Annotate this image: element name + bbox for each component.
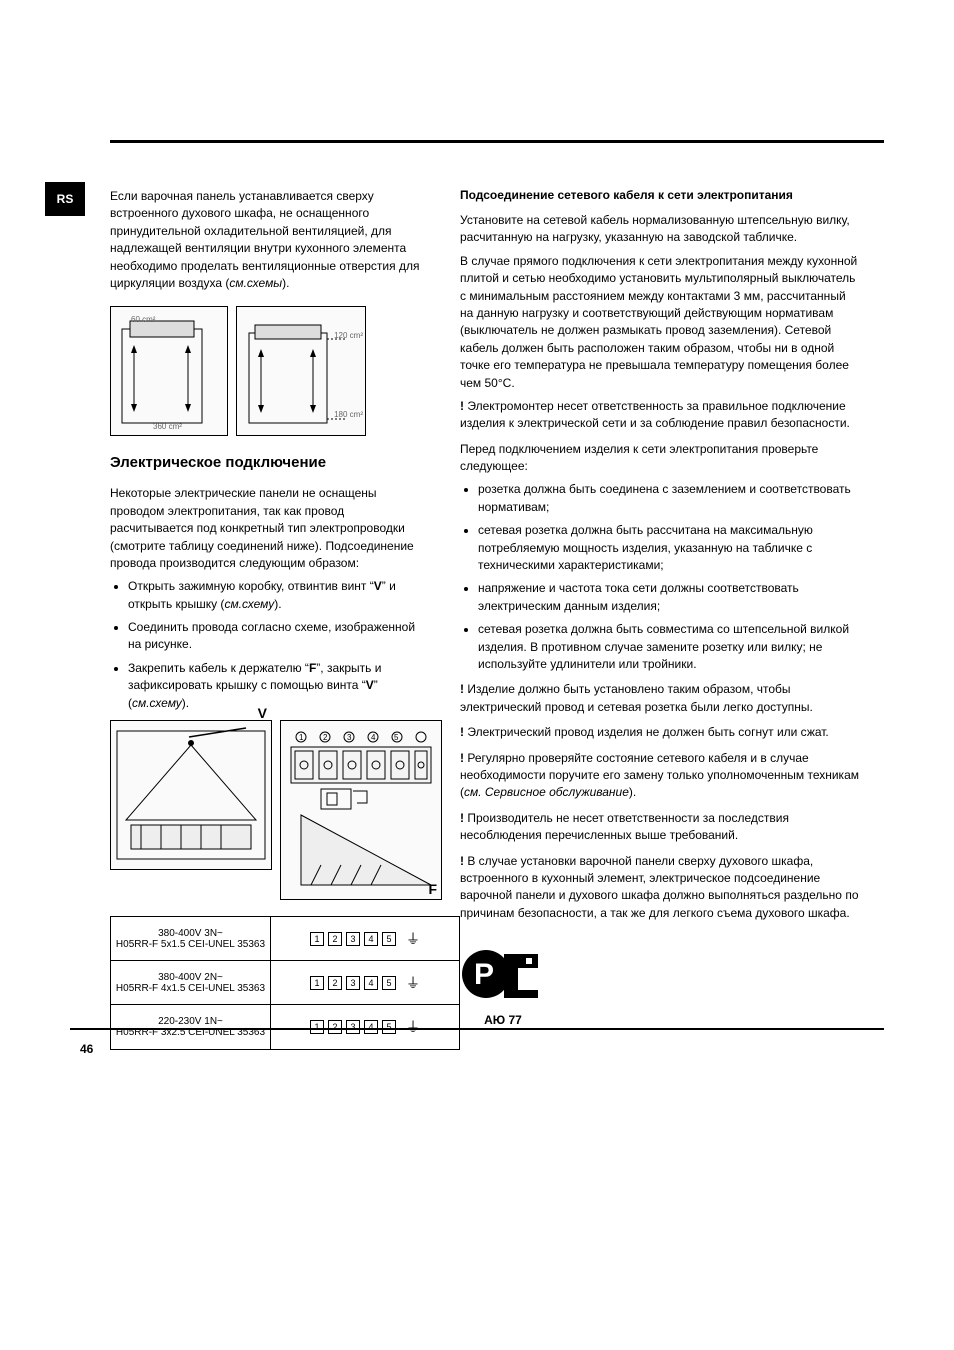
- bottom-rule: [70, 1028, 884, 1030]
- intro-end: ).: [282, 276, 289, 290]
- page-number: 46: [80, 1042, 93, 1056]
- mains-p1: Установите на сетевой кабель нормализова…: [460, 212, 860, 247]
- intro-ref: см.схемы: [229, 276, 282, 290]
- wiring-diagram-1: 12345⏚: [271, 917, 459, 960]
- wiring-diagram-2: 12345⏚: [271, 961, 459, 1004]
- ventilation-fig-2: 120 cm² 180 cm²: [236, 306, 366, 436]
- wiring-row-1: 380-400V 3N~ H05RR-F 5x1.5 CEI-UNEL 3536…: [111, 917, 459, 961]
- top-rule: [110, 140, 884, 143]
- check-3: напряжение и частота тока сети должны со…: [478, 580, 860, 615]
- warning-manufacturer: Производитель не несет ответственности з…: [460, 810, 860, 845]
- fig2-top-dim: 120 cm²: [334, 331, 363, 340]
- step-1: Открыть зажимную коробку, отвинтив винт …: [128, 578, 430, 613]
- mains-p3: Перед подключением изделия к сети электр…: [460, 441, 860, 476]
- wiring-spec-1: 380-400V 3N~ H05RR-F 5x1.5 CEI-UNEL 3536…: [111, 917, 271, 960]
- warning-separate-connection: В случае установки варочной панели сверх…: [460, 853, 860, 923]
- wiring-spec-2: 380-400V 2N~ H05RR-F 4x1.5 CEI-UNEL 3536…: [111, 961, 271, 1004]
- svg-text:4: 4: [371, 733, 376, 742]
- wiring-spec-3: 220-230V 1N~ H05RR-F 3x2.5 CEI-UNEL 3536…: [111, 1005, 271, 1049]
- language-tab: RS: [45, 182, 85, 216]
- fig2-bottom-dim: 180 cm²: [334, 410, 363, 419]
- electrical-steps: Открыть зажимную коробку, отвинтив винт …: [110, 578, 430, 712]
- label-f: F: [428, 881, 437, 897]
- svg-text:1: 1: [299, 733, 304, 742]
- wiring-diagram-3: 12345⏚: [271, 1005, 459, 1049]
- ground-icon: ⏚: [406, 929, 420, 949]
- intro-text: Если варочная панель устанавливается све…: [110, 189, 419, 290]
- ground-icon: ⏚: [406, 973, 420, 993]
- certification-code: АЮ 77: [460, 1013, 546, 1027]
- clamp-fig-f: F 1 2 3 4 5: [280, 720, 442, 900]
- warning-accessible: Изделие должно быть установлено таким об…: [460, 681, 860, 716]
- step-3: Закрепить кабель к держателю “F”, закрыт…: [128, 660, 430, 712]
- wiring-row-2: 380-400V 2N~ H05RR-F 4x1.5 CEI-UNEL 3536…: [111, 961, 459, 1005]
- step-2: Соединить провода согласно схеме, изобра…: [128, 619, 430, 654]
- clamp-svg-v: [111, 725, 271, 865]
- electrical-intro: Некоторые электрические панели не оснаще…: [110, 485, 430, 572]
- page: RS Если варочная панель устанавливается …: [0, 0, 954, 1090]
- intro-paragraph: Если варочная панель устанавливается све…: [110, 188, 430, 292]
- content-columns: Если варочная панель устанавливается све…: [70, 188, 884, 1050]
- ventilation-figures: 60 cm² 360 cm²: [110, 306, 430, 436]
- electrical-heading: Электрическое подключение: [110, 454, 430, 471]
- check-1: розетка должна быть соединена с заземлен…: [478, 481, 860, 516]
- svg-text:5: 5: [394, 733, 399, 742]
- wiring-row-3: 220-230V 1N~ H05RR-F 3x2.5 CEI-UNEL 3536…: [111, 1005, 459, 1049]
- warning-cable-bend: Электрический провод изделия не должен б…: [460, 724, 860, 741]
- ventilation-fig-1: 60 cm² 360 cm²: [110, 306, 228, 436]
- warning-cable-check: Регулярно проверяйте состояние сетевого …: [460, 750, 860, 802]
- svg-text:2: 2: [323, 733, 328, 742]
- mains-heading: Подсоединение сетевого кабеля к сети эле…: [460, 188, 860, 202]
- ground-icon: ⏚: [406, 1017, 420, 1037]
- fig1-bottom-dim: 360 cm²: [153, 422, 182, 431]
- svg-text:3: 3: [347, 733, 352, 742]
- warning-responsibility: Электромонтер несет ответственность за п…: [460, 398, 860, 433]
- fig1-top-dim: 60 cm²: [131, 315, 155, 324]
- mains-checklist: розетка должна быть соединена с заземлен…: [460, 481, 860, 673]
- check-2: сетевая розетка должна быть рассчитана н…: [478, 522, 860, 574]
- clamp-fig-v: V: [110, 720, 272, 870]
- svg-text:P: P: [474, 958, 494, 991]
- ventilation-svg-1: [114, 311, 224, 431]
- certification-mark-icon: P: [460, 944, 546, 1004]
- left-column: Если варочная панель устанавливается све…: [70, 188, 430, 1050]
- mains-p2: В случае прямого подключения к сети элек…: [460, 253, 860, 392]
- label-v: V: [258, 705, 267, 721]
- right-column: Подсоединение сетевого кабеля к сети эле…: [460, 188, 860, 1050]
- clamp-figures: V F: [110, 720, 430, 900]
- clamp-svg-f: 1 2 3 4 5: [281, 725, 441, 895]
- check-4: сетевая розетка должна быть совместима с…: [478, 621, 860, 673]
